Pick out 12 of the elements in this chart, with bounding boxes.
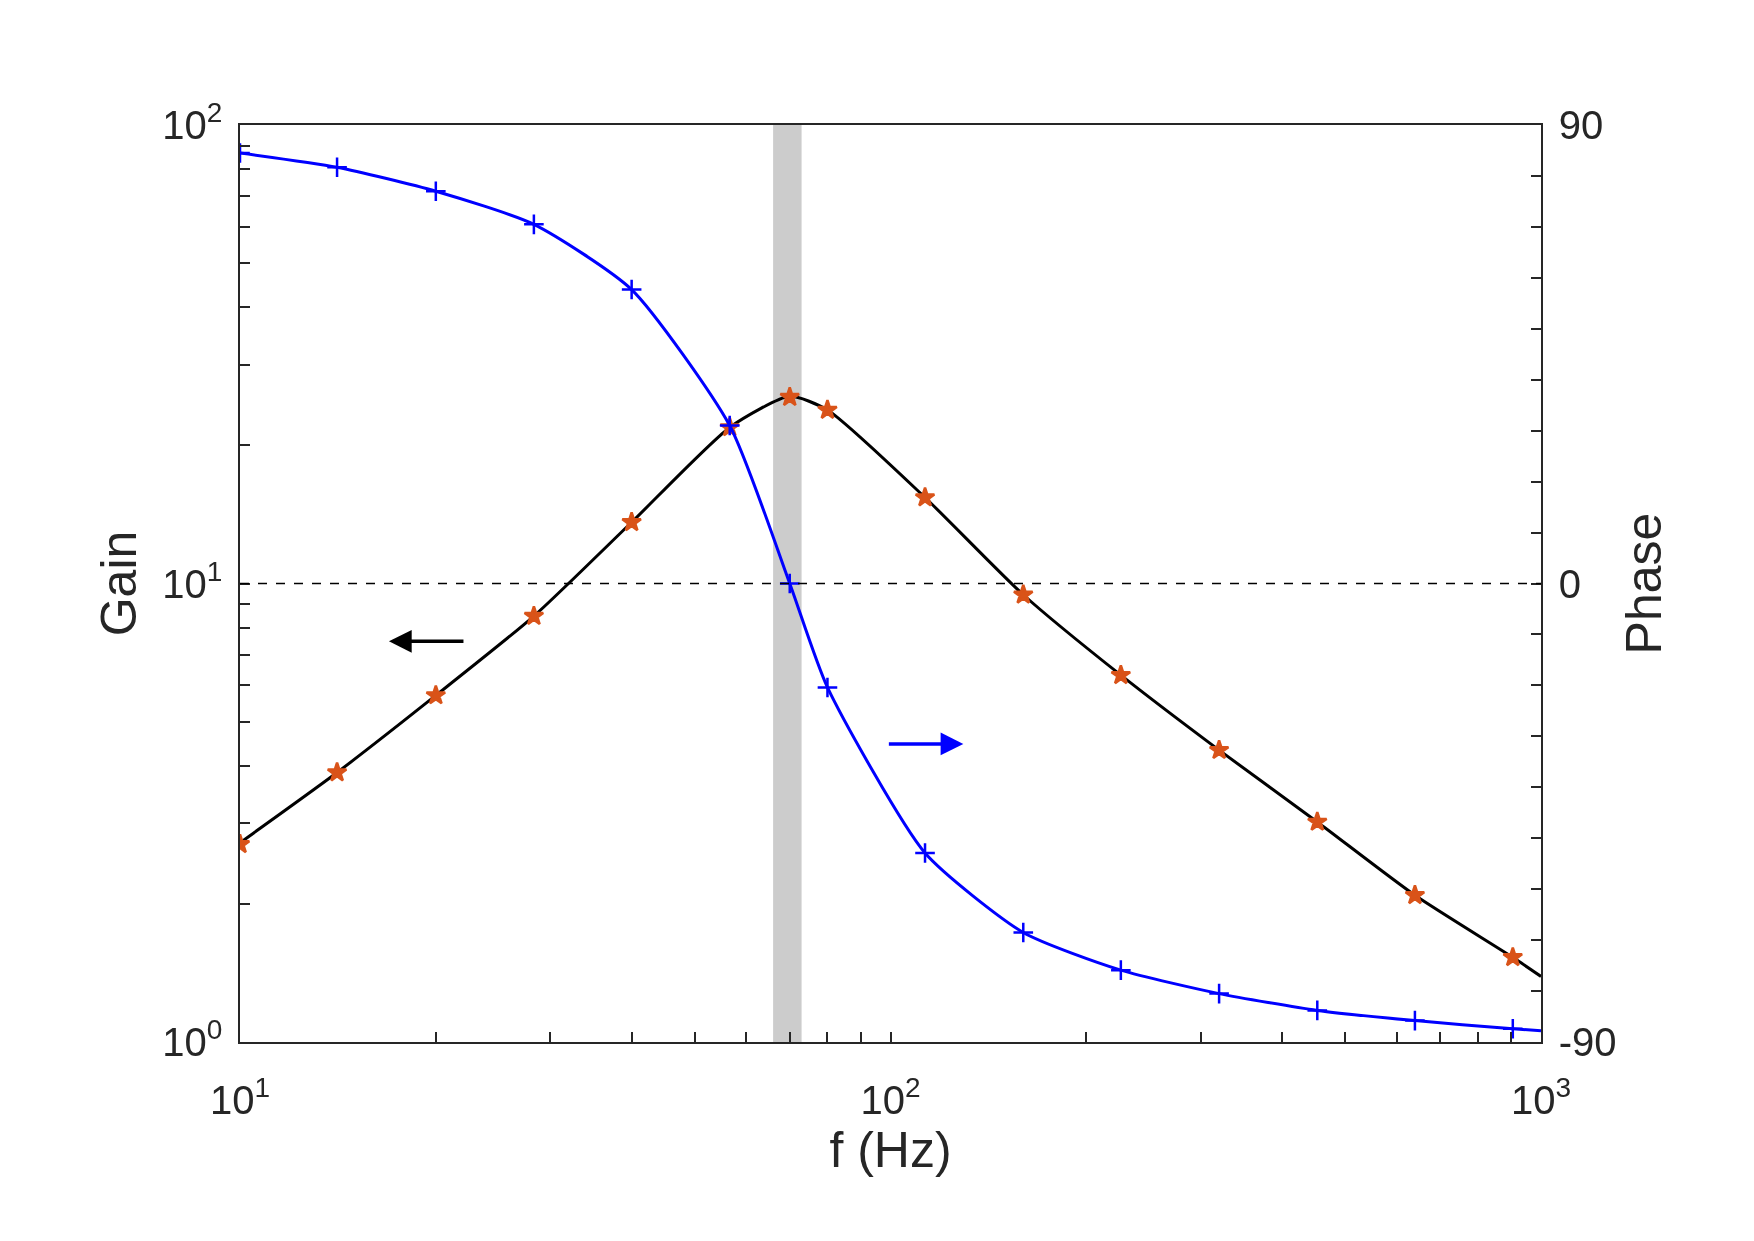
y-tick-label: 10$^{2}$ (162, 97, 223, 147)
y2-tick-label: 90 (1558, 103, 1604, 147)
y-axis-title: Gain (90, 530, 147, 637)
y-tick-label: 10$^{0}$ (162, 1014, 223, 1064)
y2-tick-label: 0 (1558, 561, 1581, 606)
y-tick-label: 10$^{1}$ (162, 555, 223, 606)
x-tick-label: 10$^{3}$ (1510, 1071, 1572, 1122)
y2-tick-label: -90 (1558, 1020, 1617, 1064)
y2-axis-title: Phase (1615, 512, 1672, 655)
x-axis-title: f (Hz) (829, 1121, 952, 1178)
x-tick-label: 10$^{1}$ (209, 1071, 271, 1122)
x-tick-label: 10$^{2}$ (860, 1071, 921, 1122)
